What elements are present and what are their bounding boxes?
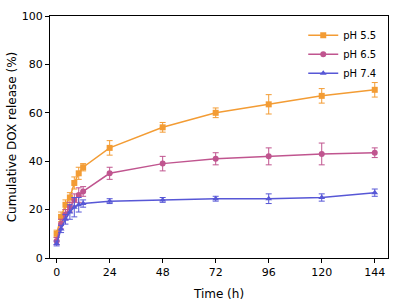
svg-text:0: 0 (36, 252, 43, 265)
svg-text:pH 7.4: pH 7.4 (343, 68, 376, 79)
svg-text:24: 24 (103, 266, 117, 279)
svg-text:96: 96 (262, 266, 276, 279)
svg-text:100: 100 (22, 10, 43, 23)
svg-text:0: 0 (53, 266, 60, 279)
svg-text:Time (h): Time (h) (193, 287, 244, 301)
svg-text:80: 80 (29, 58, 43, 71)
svg-text:pH 6.5: pH 6.5 (343, 49, 376, 60)
svg-text:20: 20 (29, 203, 43, 216)
svg-text:Cumulative DOX release (%): Cumulative DOX release (%) (5, 52, 19, 223)
svg-text:40: 40 (29, 155, 43, 168)
svg-text:pH 5.5: pH 5.5 (343, 30, 376, 41)
svg-text:60: 60 (29, 107, 43, 120)
svg-text:144: 144 (364, 266, 385, 279)
svg-text:120: 120 (311, 266, 332, 279)
svg-text:48: 48 (156, 266, 170, 279)
svg-text:72: 72 (209, 266, 223, 279)
